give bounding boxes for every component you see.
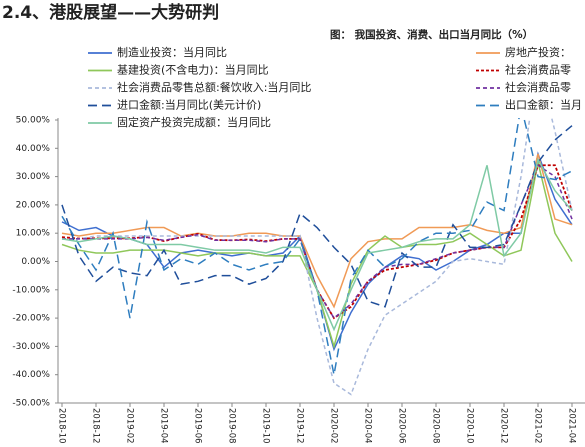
x-tick-label: 2020-10 — [465, 408, 475, 443]
chart-title: 图： 我国投资、消费、出口当月同比（%） — [330, 28, 533, 41]
legend-label: 房地产投资： — [505, 45, 571, 59]
series-line — [62, 164, 573, 320]
page-title: 2.4、港股展望——大势研判 — [2, 2, 219, 23]
y-tick-label: 50.00% — [16, 116, 51, 126]
y-tick-label: 20.00% — [16, 200, 51, 210]
legend-label: 固定资产投资完成额：当月同比 — [117, 115, 271, 129]
y-tick-label: 0.00% — [21, 257, 50, 267]
y-tick-label: -20.00% — [12, 314, 50, 324]
legend-label: 社会消费品零 — [505, 80, 571, 94]
x-tick-label: 2021-04 — [567, 408, 577, 443]
y-tick-label: -40.00% — [12, 370, 50, 380]
x-tick-label: 2020-06 — [397, 408, 407, 443]
x-tick-label: 2019-02 — [125, 408, 135, 443]
x-tick-label: 2021-02 — [533, 408, 543, 443]
x-tick-label: 2020-04 — [363, 408, 373, 443]
x-tick-label: 2019-08 — [227, 408, 237, 443]
x-tick-label: 2020-12 — [499, 408, 509, 443]
y-tick-label: 30.00% — [16, 172, 51, 182]
y-tick-label: 40.00% — [16, 144, 51, 154]
y-tick-label: -50.00% — [12, 399, 50, 409]
legend-label: 社会消费品零 — [505, 63, 571, 77]
x-tick-label: 2019-06 — [193, 408, 203, 443]
legend-label: 制造业投资：当月同比 — [117, 45, 227, 59]
x-tick-label: 2019-04 — [159, 408, 169, 443]
x-tick-label: 2018-12 — [91, 408, 101, 443]
legend-label: 出口金额：当月 — [505, 98, 582, 112]
x-tick-label: 2018-10 — [57, 408, 67, 443]
x-tick-label: 2020-08 — [431, 408, 441, 443]
series-line — [61, 118, 573, 375]
y-tick-label: -30.00% — [12, 342, 50, 352]
legend-label: 基建投资(不含电力)：当月同比 — [117, 63, 269, 77]
y-tick-label: -10.00% — [12, 285, 50, 295]
x-tick-label: 2019-10 — [261, 408, 271, 443]
series-line — [62, 118, 573, 396]
series-line — [61, 157, 573, 332]
x-tick-label: 2019-12 — [295, 408, 305, 443]
y-tick-label: 10.00% — [16, 229, 51, 239]
legend-label: 进口金额:当月同比(美元计价) — [117, 98, 261, 112]
plot-area — [61, 118, 573, 396]
series-line — [61, 125, 573, 308]
legend-label: 社会消费品零售总额:餐饮收入:当月同比 — [117, 80, 311, 94]
x-tick-label: 2020-02 — [329, 408, 339, 443]
series-line — [61, 153, 573, 309]
